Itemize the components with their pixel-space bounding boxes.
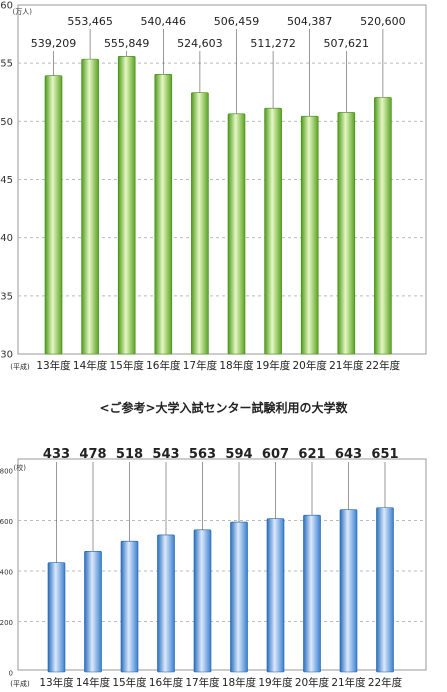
- y-axis-unit: (万人): [13, 8, 33, 16]
- x-tick-label: 16年度: [146, 359, 181, 372]
- bar: [154, 73, 173, 355]
- x-axis-prefix: (平成): [10, 362, 30, 371]
- bar: [47, 562, 66, 673]
- x-tick-label: 19年度: [258, 676, 293, 689]
- bar: [374, 97, 392, 355]
- data-label: 504,387: [287, 15, 333, 28]
- y-tick-label: 45: [0, 175, 13, 186]
- data-label: 555,849: [104, 37, 150, 50]
- x-tick-label: 15年度: [110, 359, 145, 372]
- y-tick-label: 55: [0, 59, 13, 70]
- data-label: 524,603: [177, 37, 223, 50]
- data-label: 506,459: [214, 15, 260, 28]
- y-tick-label: 400: [0, 569, 13, 577]
- chart-1: 30 35 40 45 50 55 60(万人) 539,209 13年度 553,465 14年度…: [0, 1, 427, 372]
- bar: [339, 509, 358, 673]
- bar: [84, 551, 102, 673]
- data-label: 507,621: [324, 37, 370, 50]
- y-tick-label: 600: [0, 518, 13, 526]
- bar: [44, 75, 63, 355]
- x-tick-label: 18年度: [219, 359, 254, 372]
- bar: [337, 112, 356, 355]
- bar: [191, 92, 209, 355]
- x-tick-label: 15年度: [112, 676, 147, 689]
- x-tick-label: 16年度: [149, 676, 184, 689]
- y-tick-label: 200: [0, 619, 13, 627]
- data-label: 594: [225, 447, 252, 462]
- bar: [376, 507, 394, 673]
- plot-frame: [17, 458, 427, 671]
- bar: [117, 56, 136, 355]
- y-axis-unit: (校): [14, 463, 27, 472]
- x-tick-label: 17年度: [185, 676, 220, 689]
- data-label: 651: [371, 447, 398, 462]
- data-label: 520,600: [360, 15, 406, 28]
- bar: [303, 514, 321, 673]
- x-tick-label: 14年度: [73, 359, 108, 372]
- chart-2: <ご参考>大学入試センター試験利用の大学数 0 200 400 600 800 (校) 433…: [0, 400, 427, 689]
- x-tick-label: 13年度: [39, 676, 74, 689]
- x-tick-label: 18年度: [222, 676, 257, 689]
- bar: [193, 529, 212, 673]
- data-label: 621: [298, 447, 325, 462]
- bar: [230, 521, 248, 673]
- x-tick-label: 21年度: [331, 676, 366, 689]
- y-tick-label: 50: [0, 117, 13, 128]
- data-label: 540,446: [141, 15, 187, 28]
- x-tick-label: 14年度: [76, 676, 111, 689]
- data-label: 518: [116, 447, 143, 462]
- data-label: 539,209: [31, 37, 77, 50]
- chart-title: <ご参考>大学入試センター試験利用の大学数: [99, 400, 348, 415]
- bar: [157, 534, 175, 673]
- y-tick-label: 800: [0, 468, 13, 476]
- data-label: 643: [335, 447, 362, 462]
- x-axis-prefix: (平成): [10, 679, 30, 688]
- data-label: 563: [189, 447, 216, 462]
- x-tick-label: 20年度: [293, 359, 328, 372]
- x-tick-label: 22年度: [366, 359, 401, 372]
- x-tick-label: 22年度: [368, 676, 403, 689]
- y-tick-label: 35: [0, 291, 13, 302]
- y-tick-label: 0: [9, 670, 13, 678]
- x-tick-label: 21年度: [329, 359, 364, 372]
- data-label: 607: [262, 447, 289, 462]
- y-tick-label: 30: [0, 350, 13, 361]
- data-label: 553,465: [67, 15, 113, 28]
- bar: [81, 58, 99, 355]
- y-tick-label: 40: [0, 233, 13, 244]
- data-label: 543: [152, 447, 179, 462]
- bar: [120, 540, 139, 673]
- x-tick-label: 17年度: [183, 359, 218, 372]
- bar: [266, 518, 285, 673]
- bar: [300, 115, 319, 355]
- x-tick-label: 13年度: [36, 359, 71, 372]
- data-label: 433: [43, 447, 70, 462]
- bar: [227, 113, 246, 355]
- bar: [264, 107, 282, 355]
- data-label: 511,272: [250, 37, 296, 50]
- x-tick-label: 19年度: [256, 359, 291, 372]
- data-label: 478: [79, 447, 106, 462]
- y-tick-label: 60: [0, 1, 13, 12]
- x-tick-label: 20年度: [295, 676, 330, 689]
